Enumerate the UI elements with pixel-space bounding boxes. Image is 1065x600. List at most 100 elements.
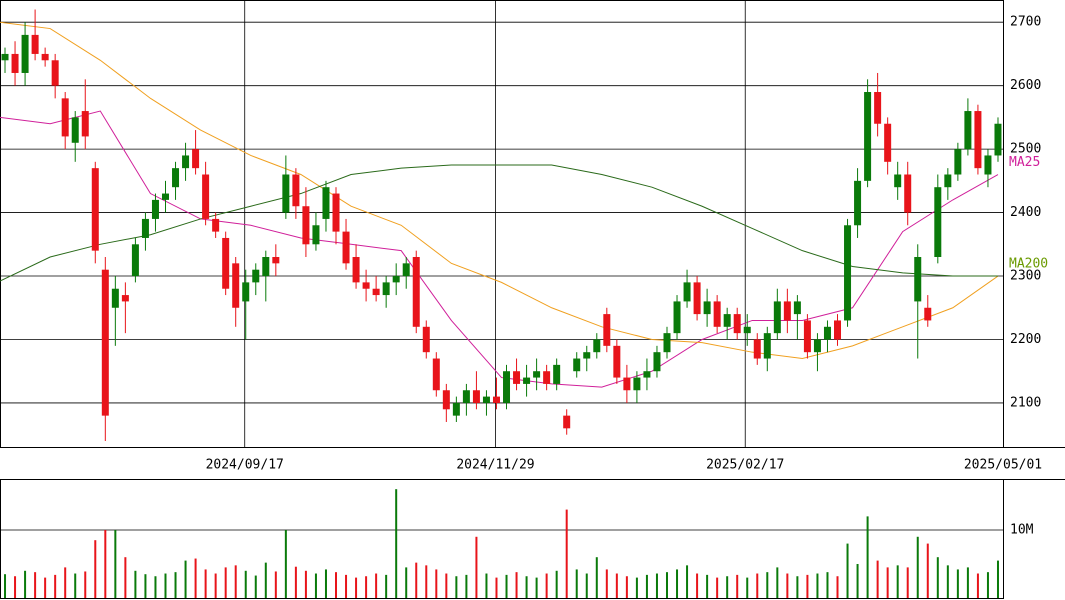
candle-body <box>944 174 952 188</box>
volume-bar <box>174 572 177 598</box>
candle-body <box>31 34 39 54</box>
candle-body <box>974 111 982 169</box>
volume-bar <box>886 567 889 598</box>
x-tick-label: 2025/05/01 <box>964 458 1042 473</box>
candle-body <box>482 396 490 403</box>
candle-body <box>994 123 1002 156</box>
candle-body <box>854 180 862 226</box>
candle-body <box>954 149 962 175</box>
volume-bar <box>936 557 939 598</box>
candle-body <box>503 371 511 403</box>
volume-bar <box>846 543 849 598</box>
volume-bar <box>495 577 498 598</box>
candle-body <box>613 345 621 378</box>
candle-body <box>783 301 791 321</box>
volume-bar <box>365 576 368 598</box>
volume-bar <box>696 573 699 598</box>
x-tick-label: 2025/02/17 <box>706 458 784 473</box>
volume-bar <box>194 558 197 598</box>
volume-bar <box>64 567 67 598</box>
y-tick-label: 10M <box>1010 522 1034 537</box>
volume-bar <box>625 576 628 598</box>
volume-bar <box>726 576 729 598</box>
volume-bar <box>94 540 97 598</box>
y-tick-label: 2300 <box>1010 269 1041 284</box>
ma-line <box>0 110 999 388</box>
volume-bar <box>996 560 999 598</box>
candle-body <box>362 282 370 289</box>
candle-body <box>312 225 320 245</box>
volume-bar <box>415 562 418 598</box>
volume-bar <box>134 570 137 598</box>
volume-bar <box>896 565 899 598</box>
volume-bar <box>575 569 578 598</box>
candle-body <box>71 117 79 143</box>
volume-bar <box>465 574 468 598</box>
volume-bar <box>645 574 648 598</box>
volume-bar <box>766 572 769 598</box>
volume-bar <box>545 573 548 598</box>
volume-bar <box>926 543 929 598</box>
volume-bar <box>956 569 959 598</box>
candle-body <box>763 333 771 359</box>
volume-bar <box>184 560 187 598</box>
candle-body <box>964 111 972 150</box>
volume-bar <box>505 574 508 598</box>
candle-body <box>693 282 701 315</box>
candle-body <box>412 256 420 327</box>
candle-body <box>894 174 902 188</box>
volume-bar <box>706 574 709 598</box>
candle-body <box>753 339 761 359</box>
volume-bar <box>806 574 809 598</box>
candle-body <box>272 256 280 264</box>
candle-body <box>723 314 731 327</box>
candle-body <box>432 358 440 391</box>
candle-body <box>11 53 19 73</box>
volume-bar <box>124 557 127 598</box>
volume-bar <box>475 536 478 598</box>
candle-body <box>914 256 922 302</box>
candle-body <box>653 352 661 372</box>
candle-body <box>402 263 410 277</box>
volume-bar <box>595 557 598 598</box>
candle-body <box>192 149 200 169</box>
candle-body <box>182 155 190 169</box>
volume-bar <box>324 569 327 598</box>
candle-body <box>392 276 400 283</box>
candle-body <box>242 282 250 302</box>
candle-body <box>553 364 561 384</box>
volume-bar <box>214 573 217 598</box>
candle-body <box>773 301 781 334</box>
volume-bar <box>976 573 979 598</box>
volume-bar <box>284 529 287 598</box>
volume-bar <box>455 576 458 598</box>
candle-body <box>172 168 180 188</box>
candle-body <box>121 295 129 302</box>
ma-line <box>0 164 998 282</box>
candle-body <box>202 174 210 219</box>
volume-bar <box>836 576 839 598</box>
volume-bar <box>826 572 829 598</box>
volume-bar <box>535 577 538 598</box>
volume-bar <box>4 574 7 598</box>
volume-bar <box>525 576 528 598</box>
candle-body <box>884 123 892 162</box>
candle-body <box>924 307 932 321</box>
candle-body <box>1 53 9 61</box>
candle-body <box>111 288 119 308</box>
candle-body <box>663 333 671 353</box>
candle-body <box>583 352 591 359</box>
volume-bar <box>866 516 869 598</box>
volume-bar <box>274 571 277 598</box>
volume-bar <box>254 575 257 598</box>
candle-body <box>904 174 912 213</box>
candle-body <box>61 98 69 137</box>
candle-body <box>422 326 430 353</box>
volume-bar <box>264 562 267 598</box>
candle-body <box>452 402 460 416</box>
volume-bar <box>686 565 689 598</box>
volume-bar <box>114 529 117 598</box>
volume-bar <box>304 570 307 598</box>
candle-body <box>683 282 691 302</box>
ma-line <box>0 21 999 360</box>
